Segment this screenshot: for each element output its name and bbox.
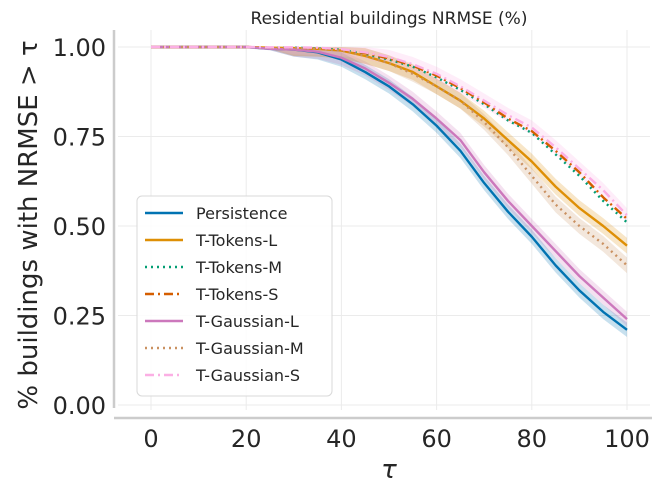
x-tick-label: 60 <box>421 425 452 453</box>
legend-label: T-Tokens-L <box>195 231 277 250</box>
confidence-band <box>151 47 627 223</box>
legend: Persistence T-Tokens-L T-Tokens-M T-Tokens-… <box>136 195 333 397</box>
series-line <box>151 45 628 267</box>
y-tick-label: 0.75 <box>53 124 106 152</box>
y-tick-label: 0.00 <box>53 392 106 420</box>
legend-label: T-Gaussian-M <box>195 339 304 358</box>
x-tick-label: 80 <box>517 425 548 453</box>
y-tick-label: 0.50 <box>53 213 106 241</box>
y-tick-label: 0.25 <box>53 303 106 331</box>
y-tick-labels: 0.00 0.25 0.50 0.75 1.00 <box>53 34 106 420</box>
series-line <box>151 45 628 217</box>
series-lines <box>151 45 628 331</box>
series-line <box>151 45 628 320</box>
legend-label: T-Gaussian-L <box>195 312 299 331</box>
legend-label: T-Tokens-M <box>195 258 282 277</box>
x-tick-label: 100 <box>604 425 650 453</box>
x-tick-label: 0 <box>143 425 158 453</box>
x-tick-label: 40 <box>326 425 357 453</box>
legend-label: T-Gaussian-S <box>195 366 300 385</box>
legend-label: T-Tokens-S <box>195 285 278 304</box>
confidence-bands <box>151 47 627 337</box>
x-tick-label: 20 <box>231 425 262 453</box>
legend-box <box>136 195 333 397</box>
series-line <box>151 45 628 224</box>
chart-title: Residential buildings NRMSE (%) <box>251 9 528 29</box>
y-axis-label: % buildings with NRMSE > τ <box>14 40 44 409</box>
legend-label: Persistence <box>196 204 288 223</box>
y-tick-label: 1.00 <box>53 34 106 62</box>
x-axis-label: τ <box>381 455 397 485</box>
x-tick-labels: 0 20 40 60 80 100 <box>143 425 650 453</box>
